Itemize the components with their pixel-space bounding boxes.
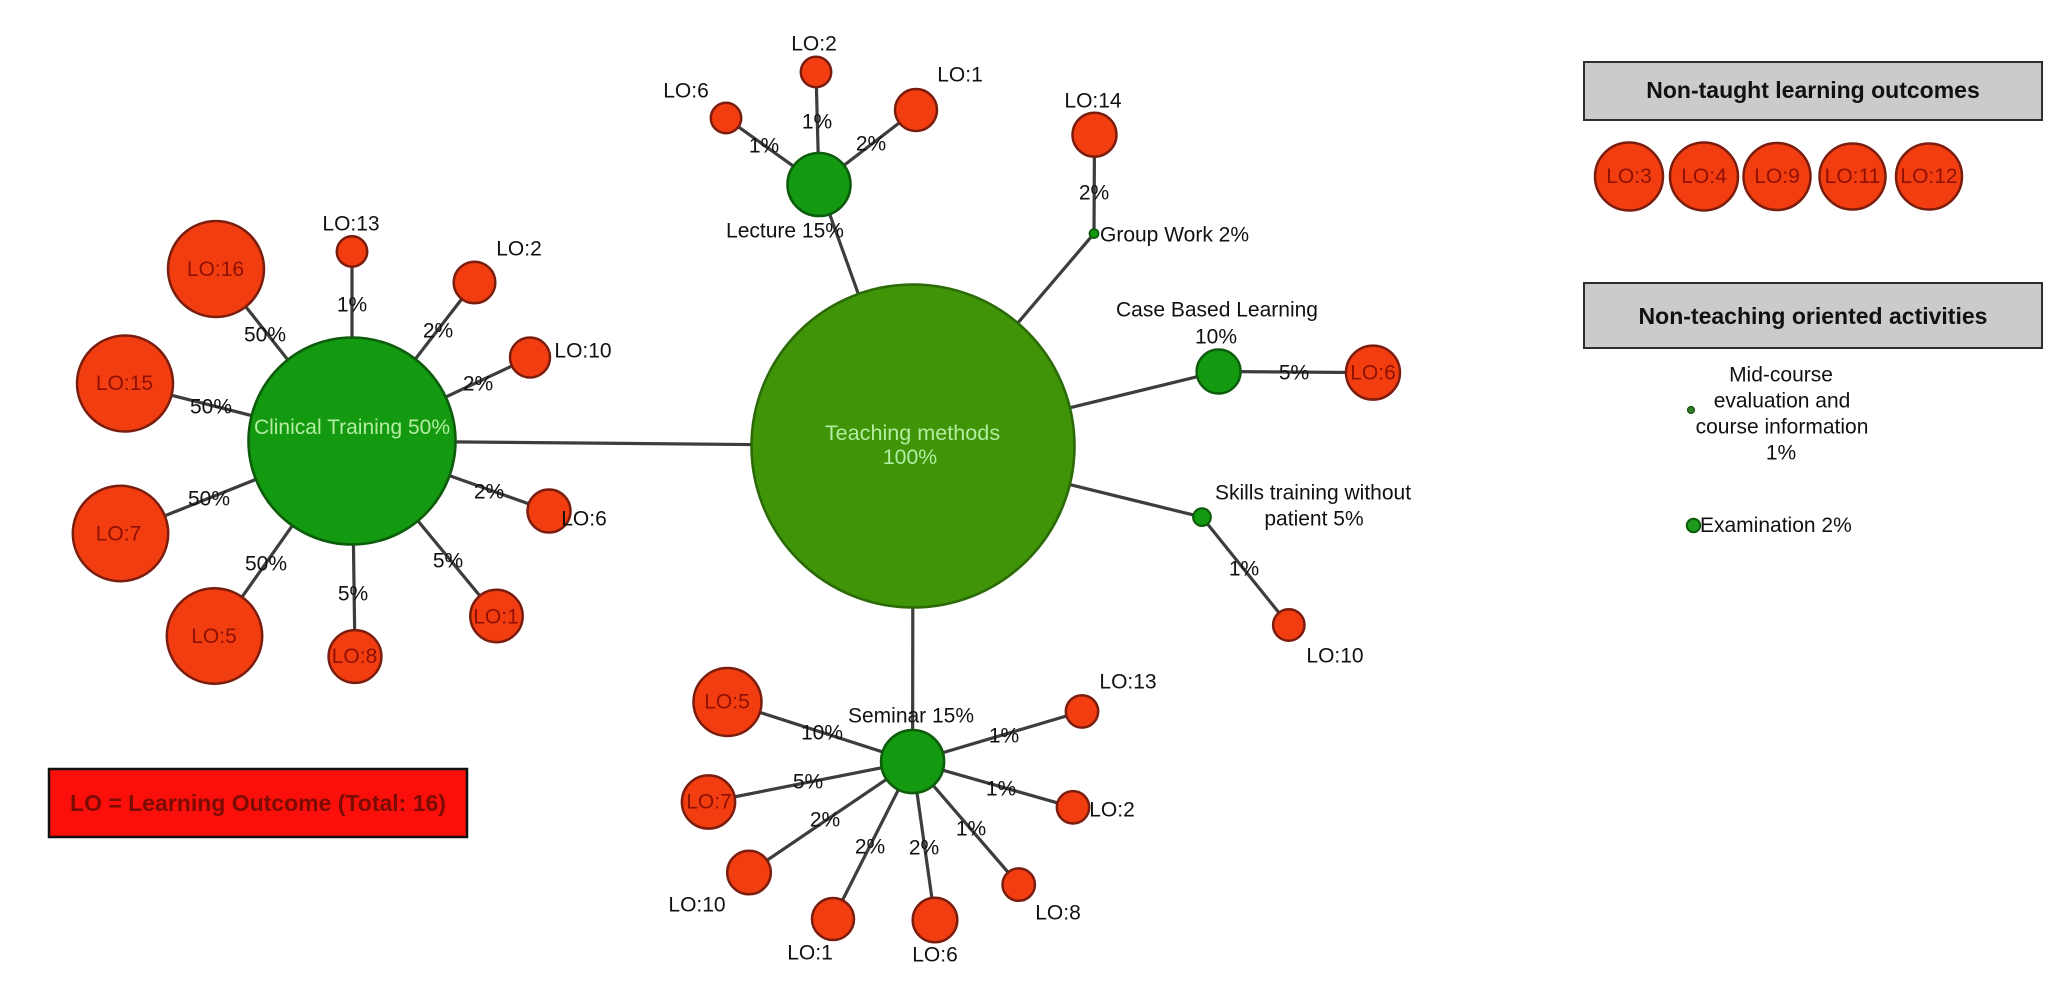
svg-text:2%: 2%: [909, 837, 939, 860]
svg-text:10%: 10%: [1195, 326, 1237, 349]
svg-text:2%: 2%: [810, 809, 840, 832]
svg-text:LO:5: LO:5: [191, 625, 237, 648]
svg-text:LO:2: LO:2: [791, 33, 837, 56]
svg-text:LO:15: LO:15: [96, 372, 153, 395]
svg-text:LO:2: LO:2: [496, 238, 542, 261]
svg-text:2%: 2%: [423, 320, 453, 343]
svg-text:LO:7: LO:7: [96, 523, 142, 546]
svg-text:Group Work 2%: Group Work 2%: [1100, 224, 1249, 247]
svg-text:5%: 5%: [793, 771, 823, 794]
svg-text:Lecture 15%: Lecture 15%: [726, 220, 844, 243]
svg-text:50%: 50%: [188, 488, 230, 511]
svg-text:LO:6: LO:6: [561, 508, 607, 531]
svg-text:LO:16: LO:16: [187, 258, 244, 281]
svg-text:2%: 2%: [855, 836, 885, 859]
svg-text:50%: 50%: [244, 324, 286, 347]
svg-text:LO:9: LO:9: [1754, 165, 1800, 188]
svg-text:Non-teaching oriented activiti: Non-teaching oriented activities: [1639, 303, 1988, 329]
svg-text:LO:1: LO:1: [473, 606, 519, 629]
svg-text:Mid-course: Mid-course: [1729, 364, 1833, 387]
svg-text:LO:5: LO:5: [704, 691, 750, 714]
svg-text:LO:6: LO:6: [663, 80, 709, 103]
svg-text:Non-taught learning outcomes: Non-taught learning outcomes: [1646, 77, 1980, 103]
svg-text:100%: 100%: [883, 446, 937, 469]
svg-text:LO:11: LO:11: [1825, 165, 1881, 188]
svg-text:1%: 1%: [337, 294, 367, 317]
svg-text:5%: 5%: [338, 583, 368, 606]
svg-text:1%: 1%: [1229, 558, 1259, 581]
svg-text:LO:1: LO:1: [787, 942, 833, 965]
svg-text:LO:8: LO:8: [1035, 902, 1081, 925]
svg-text:2%: 2%: [474, 481, 504, 504]
svg-text:50%: 50%: [245, 553, 287, 576]
svg-text:LO:6: LO:6: [1350, 362, 1396, 385]
svg-text:10%: 10%: [801, 722, 843, 745]
svg-text:Seminar 15%: Seminar 15%: [848, 705, 974, 728]
svg-text:Examination 2%: Examination 2%: [1700, 514, 1852, 537]
svg-text:evaluation and: evaluation and: [1714, 390, 1851, 413]
svg-text:5%: 5%: [433, 550, 463, 573]
svg-text:LO:4: LO:4: [1681, 165, 1727, 188]
svg-text:LO:1: LO:1: [937, 64, 983, 87]
svg-text:LO = Learning Outcome (Total:: LO = Learning Outcome (Total: 16): [70, 790, 446, 816]
svg-text:patient 5%: patient 5%: [1264, 508, 1363, 531]
svg-text:2%: 2%: [856, 133, 886, 156]
svg-text:course information: course information: [1696, 416, 1869, 439]
svg-text:1%: 1%: [802, 111, 832, 134]
svg-text:50%: 50%: [190, 396, 232, 419]
svg-text:Teaching methods: Teaching methods: [825, 420, 1000, 445]
svg-text:LO:2: LO:2: [1089, 799, 1135, 822]
svg-text:Skills training without: Skills training without: [1215, 482, 1411, 505]
svg-text:1%: 1%: [749, 135, 779, 158]
svg-text:LO:10: LO:10: [554, 340, 611, 363]
svg-text:1%: 1%: [986, 778, 1016, 801]
svg-text:5%: 5%: [1279, 362, 1309, 385]
svg-text:LO:13: LO:13: [1099, 671, 1156, 694]
svg-text:1%: 1%: [989, 725, 1019, 748]
svg-text:Clinical Training 50%: Clinical Training 50%: [254, 416, 450, 439]
svg-text:Case Based Learning: Case Based Learning: [1116, 299, 1318, 322]
svg-text:2%: 2%: [463, 373, 493, 396]
svg-text:LO:10: LO:10: [1306, 645, 1363, 668]
svg-text:1%: 1%: [956, 818, 986, 841]
svg-text:LO:10: LO:10: [668, 894, 725, 917]
svg-text:1%: 1%: [1766, 442, 1796, 465]
svg-text:LO:7: LO:7: [686, 791, 732, 814]
svg-text:LO:13: LO:13: [322, 213, 379, 236]
svg-text:LO:12: LO:12: [1900, 165, 1957, 188]
svg-text:2%: 2%: [1079, 182, 1109, 205]
svg-text:LO:8: LO:8: [332, 645, 378, 668]
svg-text:LO:6: LO:6: [912, 944, 958, 967]
svg-text:LO:14: LO:14: [1064, 90, 1122, 113]
svg-text:LO:3: LO:3: [1606, 165, 1652, 188]
